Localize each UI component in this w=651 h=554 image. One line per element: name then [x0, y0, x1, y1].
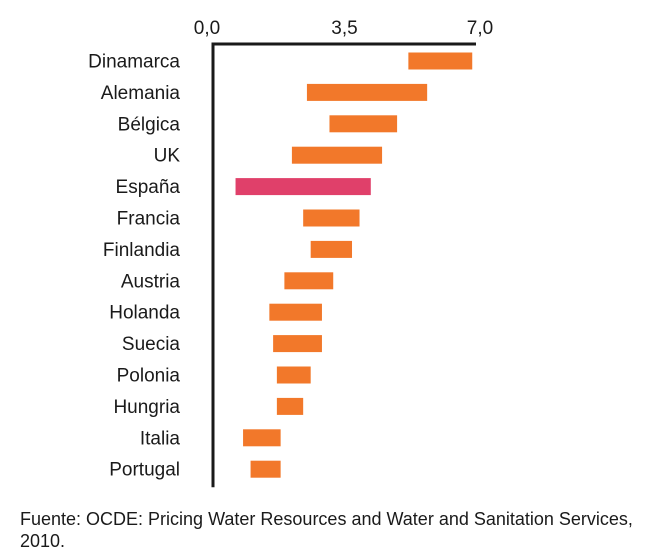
bar — [310, 240, 353, 258]
bar — [276, 397, 304, 415]
source-note: Fuente: OCDE: Pricing Water Resources an… — [20, 509, 633, 551]
category-label: Hungria — [113, 397, 180, 418]
bar — [235, 178, 371, 196]
bar — [303, 209, 360, 227]
category-label: España — [116, 177, 181, 198]
bar — [329, 115, 398, 133]
bar — [243, 429, 281, 447]
category-label: Bélgica — [118, 114, 181, 135]
x-tick-label: 3,5 — [331, 18, 357, 39]
category-label: UK — [154, 146, 181, 167]
x-tick-label: 0,0 — [194, 18, 220, 39]
x-tick-label: 7,0 — [467, 18, 493, 39]
category-label: Austria — [121, 271, 181, 292]
category-label: Dinamarca — [88, 52, 180, 73]
bar — [284, 272, 334, 290]
bar — [273, 335, 322, 353]
bar — [269, 303, 322, 321]
category-label: Holanda — [109, 303, 180, 324]
category-label: Italia — [140, 428, 181, 449]
category-label: Francia — [117, 209, 181, 230]
bar — [408, 52, 473, 70]
range-bar-chart: 0,0 3,5 7,0 Dinamarca Alemania Bélgica UK Espa… — [88, 18, 493, 488]
category-label: Suecia — [122, 334, 181, 355]
bar — [250, 460, 281, 478]
category-label: Finlandia — [103, 240, 181, 261]
bar — [276, 366, 311, 384]
bar — [306, 83, 428, 101]
category-label: Portugal — [109, 460, 180, 481]
category-label: Polonia — [117, 366, 181, 387]
bar — [291, 146, 383, 164]
category-label: Alemania — [101, 83, 181, 104]
